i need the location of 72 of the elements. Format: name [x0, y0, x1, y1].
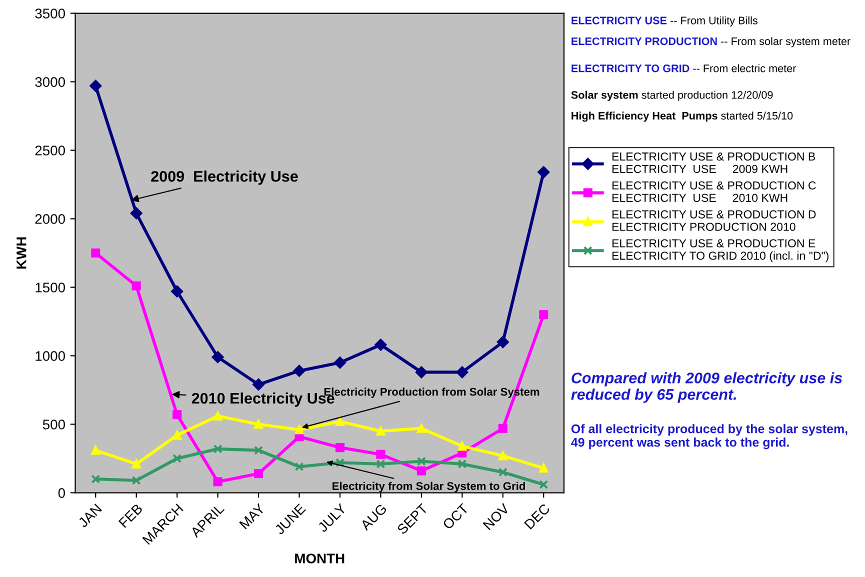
text: started 5/15/10 [721, 112, 793, 120]
y-tick-label: 500 [42, 420, 65, 430]
point [496, 336, 509, 348]
y-tick-label: 3000 [35, 77, 65, 87]
point [130, 207, 142, 220]
annotation: 2009 Electricity Use [151, 170, 298, 185]
point [171, 285, 184, 298]
x-axis-title: MONTH [295, 554, 344, 564]
text: High Efficiency Heat Pumps [572, 112, 718, 122]
text: ELECTRICITY PRODUCTION [572, 37, 717, 46]
point [212, 351, 224, 364]
point [498, 424, 508, 433]
text: Of all electricity produced by the solar system, 49 percent was sent back to the grid. [571, 424, 848, 450]
y-tick-label: 1000 [36, 351, 65, 361]
point [254, 420, 264, 429]
point [213, 477, 222, 486]
text: -- From electric meter [693, 64, 796, 72]
point [213, 444, 222, 454]
annotation: Electricity from Solar System to Grid [332, 482, 525, 492]
point [254, 446, 264, 455]
y-tick-label: 2500 [35, 146, 65, 156]
y-tick-label: 2000 [35, 214, 65, 224]
point [538, 166, 550, 178]
point [91, 446, 100, 455]
point [458, 442, 467, 451]
point [91, 248, 100, 258]
point [132, 281, 141, 290]
text: -- From solar system meter [721, 37, 850, 48]
point [252, 378, 264, 390]
point [456, 366, 468, 378]
point [132, 459, 141, 469]
text: Compared with 2009 electricity use is reduced by 65 percent. [571, 372, 842, 403]
point [416, 456, 426, 466]
text: -- From Utility Bills [670, 16, 758, 26]
x-tick-label: JAN [78, 504, 102, 528]
text: ELECTRICITY USE [572, 16, 667, 24]
point [498, 451, 508, 460]
point [334, 356, 346, 369]
point [172, 454, 182, 464]
point [172, 410, 182, 420]
y-tick-label: 1500 [36, 282, 65, 292]
legend-label: ELECTRICITY USE & PRODUCTION E ELECTRICITY TO GRID 2010 (incl. in "D") [612, 239, 828, 262]
point [374, 338, 387, 351]
point [91, 474, 100, 484]
point [416, 466, 426, 476]
point [172, 430, 182, 440]
point [376, 450, 386, 459]
point [498, 468, 508, 477]
point [335, 443, 344, 452]
legend-label: ELECTRICITY USE & PRODUCTION D ELECTRICITY PRODUCTION 2010 [612, 210, 816, 231]
legend-label: ELECTRICITY USE & PRODUCTION C ELECTRICITY USE 2010 KWH [612, 181, 816, 202]
point [415, 366, 428, 378]
point [539, 480, 548, 490]
text: Solar system [571, 90, 638, 101]
point [416, 424, 426, 433]
y-axis-title: KWH [16, 237, 26, 269]
point [458, 459, 467, 469]
point [294, 425, 304, 434]
point [376, 459, 386, 469]
legend-label: ELECTRICITY USE & PRODUCTION B ELECTRICITY USE 2009 KWH [612, 152, 816, 174]
x-tick-label: FEB [118, 503, 143, 528]
point [294, 462, 304, 472]
point [90, 80, 102, 92]
point [539, 310, 548, 320]
point [335, 458, 344, 468]
point [132, 476, 141, 485]
text: ELECTRICITY TO GRID [572, 64, 690, 72]
y-tick-label: 0 [58, 488, 65, 498]
point [254, 469, 264, 478]
text: started production 12/20/09 [642, 90, 773, 101]
y-tick-label: 3500 [35, 8, 65, 18]
point [293, 364, 306, 377]
